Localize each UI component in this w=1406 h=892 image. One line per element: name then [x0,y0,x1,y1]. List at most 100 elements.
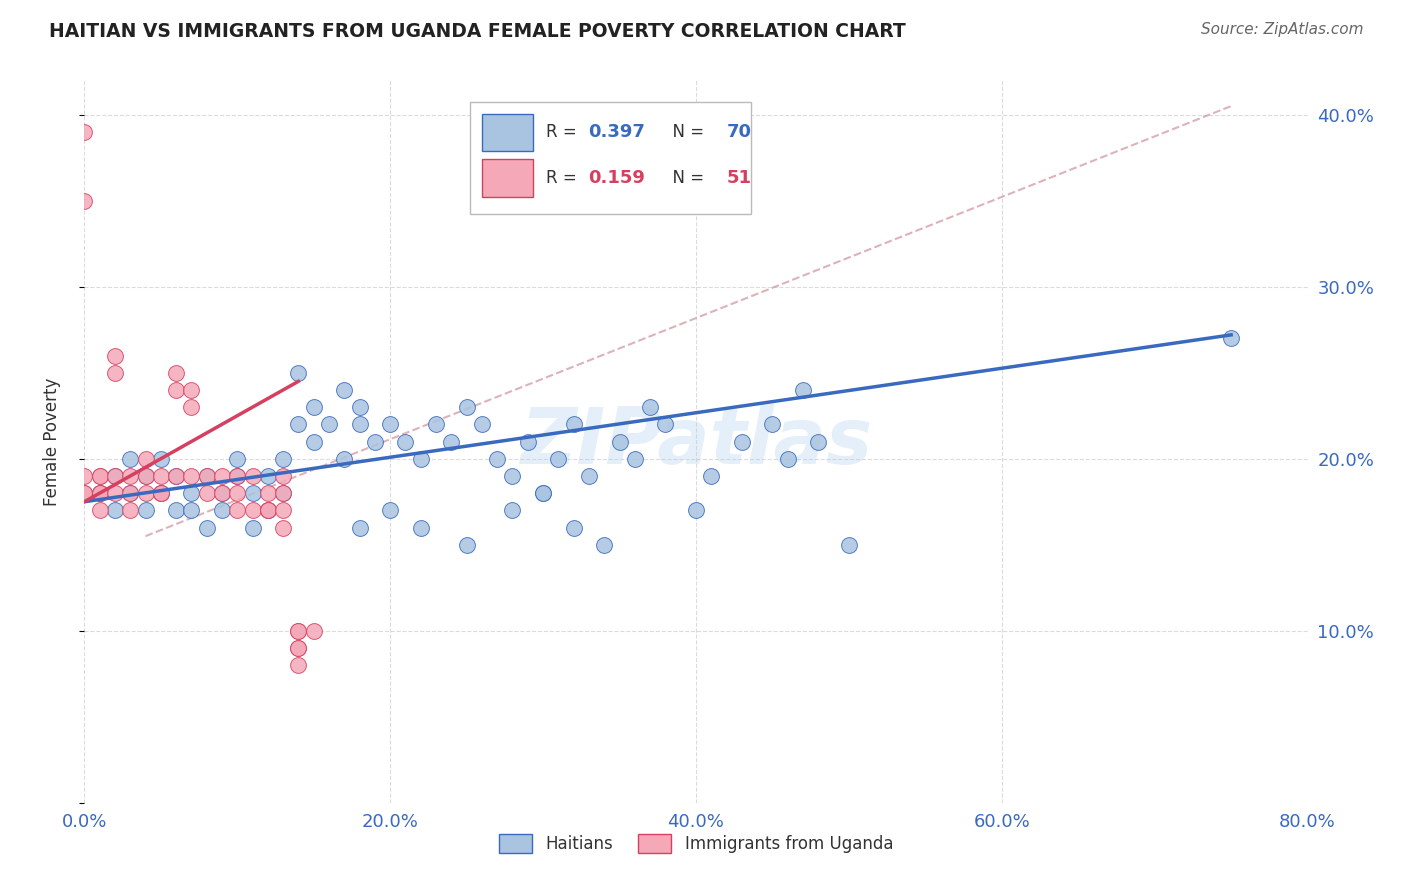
Text: HAITIAN VS IMMIGRANTS FROM UGANDA FEMALE POVERTY CORRELATION CHART: HAITIAN VS IMMIGRANTS FROM UGANDA FEMALE… [49,22,905,41]
Point [104,366,127,380]
Point [211,486,233,500]
Point [149,469,172,483]
Y-axis label: Female Poverty: Female Poverty [42,377,60,506]
Point [425,417,447,432]
Point [593,538,616,552]
Point [89,486,111,500]
Text: N =: N = [662,123,709,141]
Point [226,486,249,500]
Point [271,451,294,466]
Point [409,520,432,534]
Point [195,469,218,483]
Point [89,486,111,500]
Text: 0.397: 0.397 [588,123,645,141]
Point [242,520,264,534]
Point [440,434,463,449]
Point [380,417,402,432]
Point [180,486,202,500]
Point [211,503,233,517]
Point [257,503,280,517]
Point [502,503,524,517]
Point [165,366,187,380]
Point [685,503,707,517]
Point [135,486,157,500]
Point [257,486,280,500]
Point [349,400,371,414]
Point [516,434,538,449]
FancyBboxPatch shape [482,113,533,151]
Point [578,469,600,483]
Point [333,383,356,397]
Point [380,503,402,517]
Point [120,503,142,517]
Point [180,503,202,517]
Point [838,538,860,552]
Point [89,503,111,517]
Point [547,451,569,466]
Point [287,640,309,655]
Point [135,469,157,483]
Point [624,451,647,466]
Point [195,486,218,500]
Point [302,400,325,414]
Text: R =: R = [546,123,582,141]
Point [165,383,187,397]
Point [271,520,294,534]
Point [349,520,371,534]
Point [104,486,127,500]
Point [120,486,142,500]
Point [226,503,249,517]
Point [226,469,249,483]
Point [120,469,142,483]
Point [271,486,294,500]
Text: ZIPatlas: ZIPatlas [520,403,872,480]
Point [73,469,96,483]
Point [226,451,249,466]
Point [287,417,309,432]
Point [456,538,478,552]
Text: 70: 70 [727,123,752,141]
Point [104,503,127,517]
Point [257,503,280,517]
FancyBboxPatch shape [482,159,533,196]
Point [471,417,494,432]
Point [165,503,187,517]
Point [73,486,96,500]
Point [135,469,157,483]
Point [609,434,631,449]
Point [287,640,309,655]
Point [271,469,294,483]
Point [242,469,264,483]
Point [120,486,142,500]
Text: R =: R = [546,169,582,186]
Point [149,486,172,500]
Point [700,469,723,483]
Point [180,383,202,397]
Point [302,624,325,638]
Point [792,383,814,397]
Point [364,434,387,449]
Point [180,469,202,483]
Point [211,486,233,500]
Point [242,486,264,500]
Point [73,194,96,208]
Point [211,469,233,483]
Point [654,417,676,432]
Point [271,503,294,517]
Point [1220,331,1243,345]
Point [287,624,309,638]
Point [120,451,142,466]
Point [502,469,524,483]
Point [165,469,187,483]
Point [562,520,585,534]
Point [456,400,478,414]
Point [562,417,585,432]
Point [807,434,830,449]
Point [333,451,356,466]
Point [149,486,172,500]
Point [195,469,218,483]
Point [165,469,187,483]
Point [271,486,294,500]
Point [135,451,157,466]
Point [287,366,309,380]
